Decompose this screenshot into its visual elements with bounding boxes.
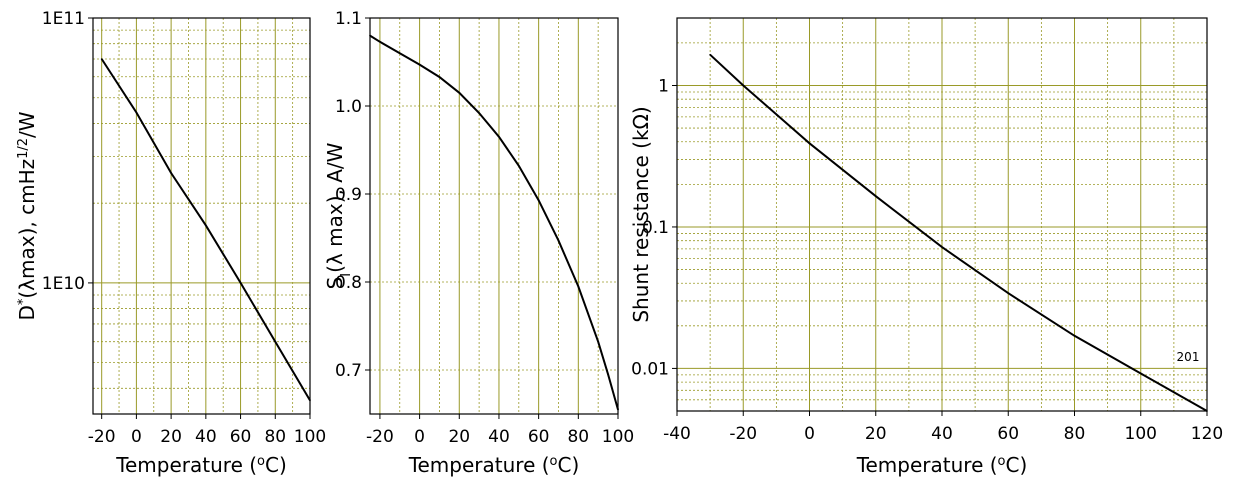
x-tick-label: 80 bbox=[264, 427, 286, 447]
data-point bbox=[709, 53, 711, 56]
data-point bbox=[274, 340, 277, 343]
data-point bbox=[518, 165, 520, 167]
data-point bbox=[874, 195, 877, 197]
y-axis-label: D*(λmax), cmHz1/2/W bbox=[15, 111, 39, 320]
y-axis-label-part: /W bbox=[15, 111, 39, 138]
x-axis-label-part: o bbox=[257, 454, 265, 469]
x-tick-label: 100 bbox=[1125, 424, 1157, 444]
chart-panel-2: -20 0 20 40 60 80 100 0.7 0.8 0.9 1.0 1.1 Temperatur… bbox=[323, 9, 634, 477]
data-point bbox=[398, 52, 401, 54]
data-point bbox=[941, 246, 943, 248]
data-point bbox=[607, 373, 609, 376]
data-point bbox=[309, 399, 311, 402]
x-tick-label: 100 bbox=[602, 427, 634, 447]
y-tick-label: 0.1 bbox=[642, 218, 669, 238]
x-tick-label: 60 bbox=[528, 427, 550, 447]
x-tick-label: 40 bbox=[488, 427, 510, 447]
data-point bbox=[418, 63, 421, 66]
x-tick-label: -20 bbox=[88, 427, 116, 447]
x-axis-label-part: Temperature ( bbox=[408, 453, 550, 477]
x-tick-label: 0 bbox=[804, 424, 815, 444]
data-point bbox=[170, 172, 172, 174]
data-point bbox=[557, 239, 560, 242]
data-point bbox=[135, 111, 138, 114]
x-tick-label: 80 bbox=[1064, 424, 1086, 444]
y-axis-label-part: (λ max), A/W bbox=[323, 142, 347, 273]
x-axis-label-part: o bbox=[550, 454, 558, 469]
y-tick-label: 0.8 bbox=[335, 273, 362, 293]
data-point bbox=[617, 408, 619, 411]
x-tick-label: -20 bbox=[729, 424, 757, 444]
data-point bbox=[478, 112, 480, 114]
chart-panel-3: -40 -20 0 20 40 60 80 100 120 0.01 0.1 1 Temperature… bbox=[629, 17, 1223, 477]
data-point bbox=[537, 199, 540, 201]
x-tick-label: 80 bbox=[567, 427, 589, 447]
y-tick-label: 1 bbox=[658, 76, 669, 96]
data-point bbox=[808, 142, 811, 145]
data-point bbox=[379, 40, 381, 43]
x-axis-label: Temperature (oC) bbox=[115, 453, 287, 477]
x-axis-label: Temperature (oC) bbox=[408, 453, 580, 477]
data-point bbox=[239, 282, 242, 284]
plot-frame bbox=[369, 17, 619, 415]
x-tick-label: 20 bbox=[160, 427, 182, 447]
x-tick-label: 20 bbox=[865, 424, 887, 444]
y-tick-label: 1E11 bbox=[42, 9, 85, 29]
data-point bbox=[1206, 410, 1208, 412]
data-point bbox=[577, 285, 580, 288]
x-axis-label-part: Temperature ( bbox=[115, 453, 257, 477]
x-tick-label: 120 bbox=[1191, 424, 1223, 444]
x-axis-label-part: Temperature ( bbox=[856, 453, 998, 477]
plot-frame bbox=[92, 17, 311, 415]
y-axis-label: Shunt resistance (kΩ) bbox=[629, 106, 653, 322]
y-axis-label: SI(λ max), A/W bbox=[323, 142, 354, 289]
x-tick-label: 0 bbox=[414, 427, 425, 447]
data-point bbox=[458, 92, 461, 94]
data-point bbox=[1139, 372, 1142, 375]
data-point bbox=[1007, 292, 1010, 295]
x-tick-label: -20 bbox=[366, 427, 394, 447]
x-tick-label: 40 bbox=[931, 424, 953, 444]
x-tick-label: 20 bbox=[448, 427, 470, 447]
figure-number-annotation: 201 bbox=[1177, 350, 1200, 364]
y-axis-label-part: * bbox=[16, 298, 31, 305]
series-line bbox=[369, 34, 619, 410]
y-axis-label-part: D bbox=[15, 305, 39, 320]
x-tick-label: 40 bbox=[195, 427, 217, 447]
y-axis-label-part: I bbox=[339, 273, 354, 277]
x-tick-label: 0 bbox=[131, 427, 142, 447]
x-axis-label-part: o bbox=[998, 454, 1006, 469]
x-axis-label: Temperature (oC) bbox=[856, 453, 1028, 477]
x-axis-label-part: C) bbox=[558, 453, 580, 477]
y-tick-label: 0.7 bbox=[335, 361, 362, 381]
data-point bbox=[100, 58, 103, 60]
data-point bbox=[369, 34, 371, 37]
x-tick-label: 60 bbox=[230, 427, 252, 447]
y-tick-label: 1.0 bbox=[335, 97, 362, 117]
data-point bbox=[742, 84, 745, 87]
x-tick-label: 60 bbox=[997, 424, 1019, 444]
y-axis-label-part: (λmax), cmHz bbox=[15, 159, 39, 299]
x-tick-label: 100 bbox=[294, 427, 326, 447]
x-tick-label: -40 bbox=[663, 424, 691, 444]
y-tick-label: 0.01 bbox=[631, 359, 669, 379]
y-tick-label: 1.1 bbox=[335, 9, 362, 29]
y-tick-label: 0.9 bbox=[335, 185, 362, 205]
x-axis-label-part: C) bbox=[1006, 453, 1028, 477]
data-point bbox=[205, 224, 207, 227]
y-axis-label-part: S bbox=[323, 277, 347, 290]
chart-panel-1: -20 0 20 40 60 80 100 1E10 1E11 Temperature (oC) D… bbox=[15, 9, 326, 477]
data-point bbox=[597, 341, 599, 343]
x-axis-label-part: C) bbox=[265, 453, 287, 477]
y-tick-label: 1E10 bbox=[42, 274, 85, 294]
series-line bbox=[709, 53, 1208, 412]
y-axis-label-part: 1/2 bbox=[16, 138, 31, 159]
data-point bbox=[1073, 335, 1076, 337]
data-point bbox=[438, 76, 441, 78]
data-point bbox=[498, 136, 500, 138]
